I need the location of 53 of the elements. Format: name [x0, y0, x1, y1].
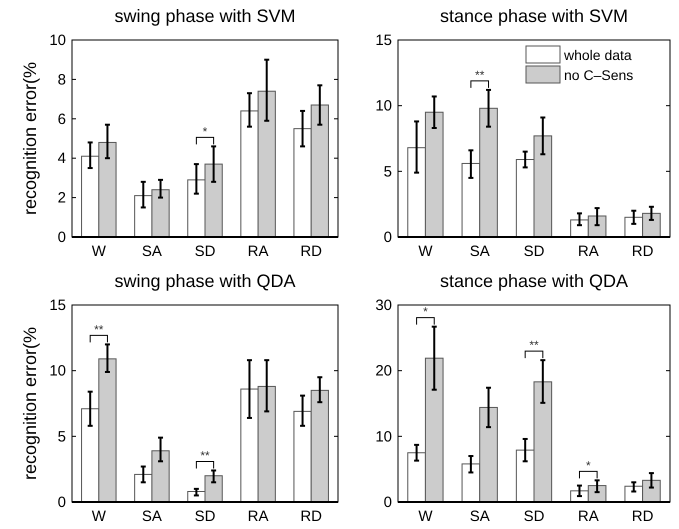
y-tick-label: 20 [375, 362, 392, 380]
x-tick-label: SA [470, 243, 490, 260]
y-tick-label: 0 [58, 494, 66, 511]
y-tick-label: 6 [58, 110, 66, 128]
y-tick-label: 0 [384, 494, 392, 511]
y-tick-label: 10 [375, 98, 392, 115]
chart-title: swing phase with SVM [114, 6, 296, 26]
x-tick-label: SD [194, 243, 216, 260]
annotation: ** [475, 68, 485, 82]
x-tick-label: RA [578, 243, 599, 260]
chart-title: stance phase with SVM [440, 6, 628, 26]
x-tick-label: RA [578, 508, 599, 525]
y-tick-label: 10 [49, 362, 66, 380]
annotation: * [202, 124, 208, 138]
x-tick-label: SD [194, 508, 216, 525]
x-tick-label: RD [300, 508, 322, 525]
legend-label: whole data [563, 47, 632, 63]
y-tick-label: 0 [58, 229, 66, 246]
x-tick-label: SA [142, 243, 162, 260]
annotation: ** [529, 338, 539, 352]
y-axis-title: recognition error(% [20, 62, 40, 216]
y-tick-label: 0 [384, 229, 392, 246]
y-tick-label: 15 [375, 32, 392, 49]
y-tick-label: 2 [58, 190, 66, 207]
x-tick-label: RD [632, 243, 654, 260]
x-tick-label: SD [524, 243, 545, 260]
x-tick-label: SA [470, 508, 490, 525]
x-tick-label: SA [142, 508, 162, 525]
y-tick-label: 10 [49, 32, 66, 49]
annotation: * [586, 458, 591, 472]
annotation: ** [200, 448, 210, 462]
y-tick-label: 5 [384, 163, 392, 180]
y-tick-label: 15 [49, 297, 66, 314]
x-tick-label: W [92, 508, 107, 525]
x-tick-label: RA [248, 508, 269, 525]
chart-title: stance phase with QDA [440, 271, 628, 291]
x-tick-label: RA [248, 243, 269, 260]
chart-title: swing phase with QDA [114, 271, 296, 291]
annotation: * [423, 304, 428, 319]
x-tick-label: SD [524, 508, 545, 525]
x-tick-label: RD [632, 508, 654, 525]
y-axis-title: recognition error(% [20, 326, 40, 480]
annotation: ** [94, 322, 104, 336]
y-tick-label: 5 [58, 428, 66, 446]
y-tick-label: 30 [375, 297, 392, 314]
legend-label: no C–Sens [564, 67, 634, 83]
x-tick-label: W [418, 508, 434, 525]
y-tick-label: 10 [375, 428, 392, 446]
y-tick-label: 8 [58, 71, 66, 88]
y-tick-label: 4 [58, 150, 66, 168]
x-tick-label: W [92, 243, 107, 260]
x-tick-label: RD [300, 243, 322, 260]
x-tick-label: W [418, 243, 434, 260]
